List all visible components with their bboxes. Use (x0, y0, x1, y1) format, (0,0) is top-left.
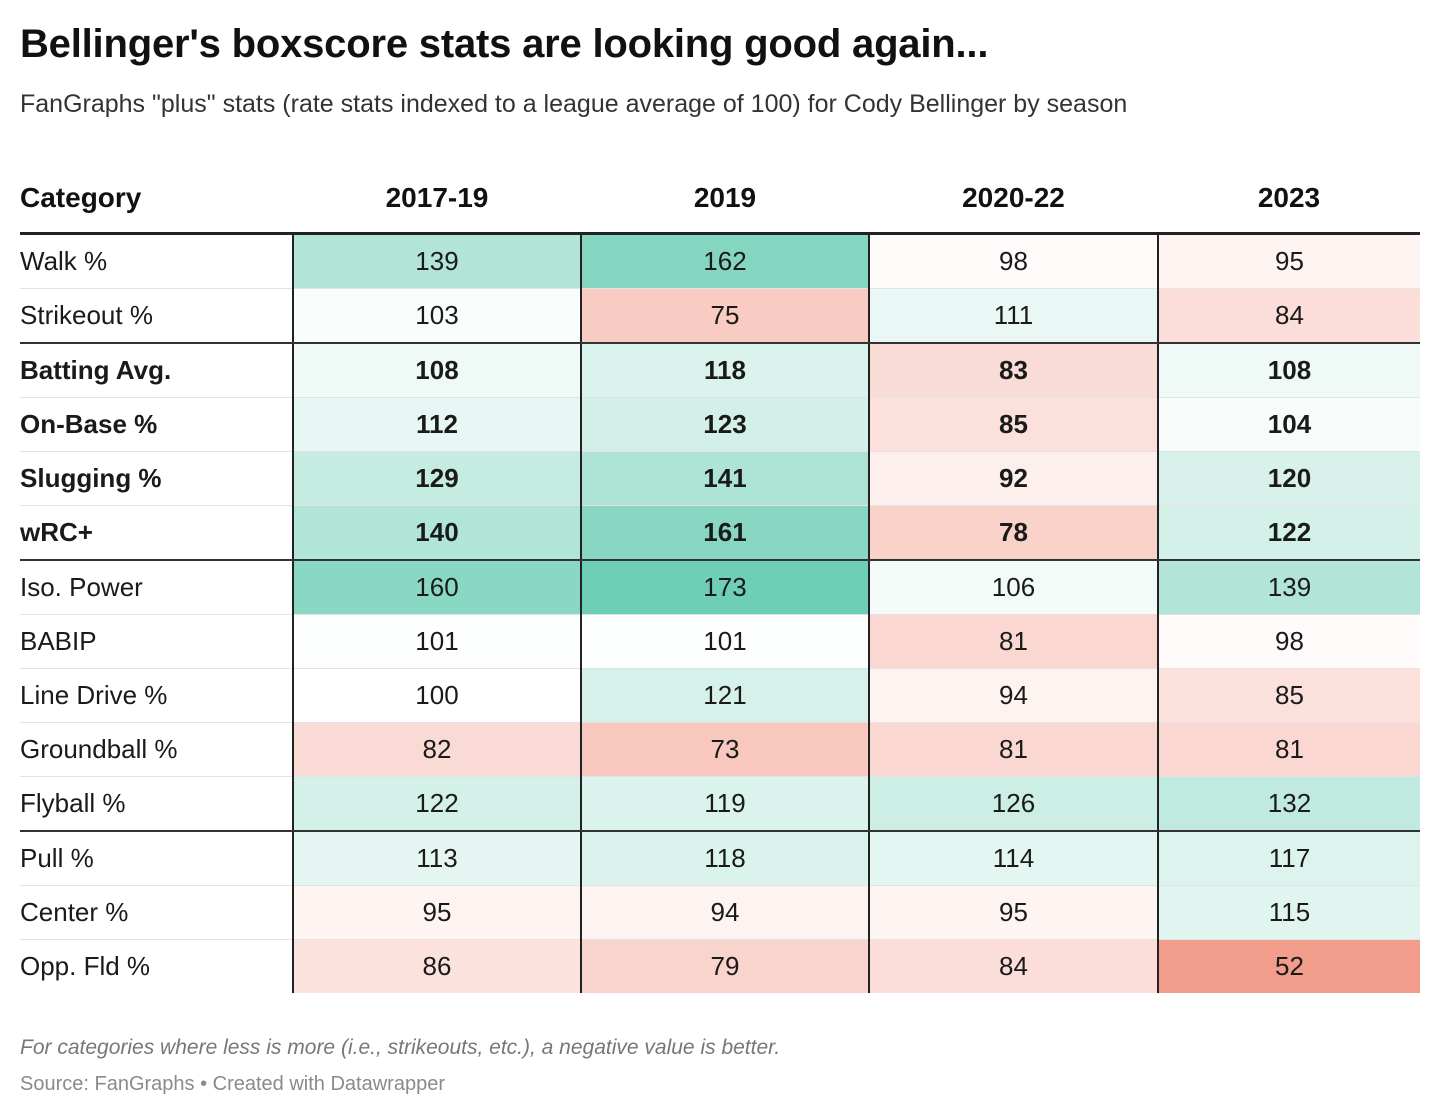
source-line: Source: FanGraphs • Created with Datawra… (20, 1073, 445, 1095)
row-label: wRC+ (20, 505, 293, 561)
value-cell: 98 (1157, 614, 1420, 669)
value-cell: 112 (292, 397, 581, 452)
table-body: Walk % 139 162 98 95 Strikeout % 103 75 111 84 Bat… (20, 233, 1420, 993)
table-row: Strikeout % 103 75 111 84 (20, 288, 1420, 344)
table-row: wRC+ 140 161 78 122 (20, 505, 1420, 561)
value-cell: 141 (580, 451, 869, 506)
value-cell: 85 (868, 397, 1158, 452)
table-row: Opp. Fld % 86 79 84 52 (20, 939, 1420, 993)
table-row: On-Base % 112 123 85 104 (20, 397, 1420, 452)
chart-title: Bellinger's boxscore stats are looking g… (20, 22, 989, 66)
value-cell: 81 (868, 614, 1158, 669)
value-cell: 73 (580, 722, 869, 777)
table-row: Center % 95 94 95 115 (20, 885, 1420, 940)
value-cell: 104 (1157, 397, 1420, 452)
value-cell: 123 (580, 397, 869, 452)
value-cell: 86 (292, 939, 581, 993)
table-row: Groundball % 82 73 81 81 (20, 722, 1420, 777)
value-cell: 83 (868, 343, 1158, 398)
value-cell: 118 (580, 343, 869, 398)
value-cell: 94 (580, 885, 869, 940)
value-cell: 111 (868, 288, 1158, 344)
table-row: BABIP 101 101 81 98 (20, 614, 1420, 669)
value-cell: 139 (292, 233, 581, 289)
value-cell: 82 (292, 722, 581, 777)
table-row: Flyball % 122 119 126 132 (20, 776, 1420, 832)
row-label: Pull % (20, 831, 293, 886)
value-cell: 98 (868, 233, 1158, 289)
value-cell: 121 (580, 668, 869, 723)
value-cell: 122 (1157, 505, 1420, 561)
value-cell: 129 (292, 451, 581, 506)
column-header-2017-19: 2017-19 (293, 164, 581, 235)
row-label: Groundball % (20, 722, 293, 777)
value-cell: 108 (292, 343, 581, 398)
value-cell: 173 (580, 560, 869, 615)
stats-table: Category 2017-19 2019 2020-22 2023 Walk … (20, 164, 1420, 993)
value-cell: 100 (292, 668, 581, 723)
value-cell: 120 (1157, 451, 1420, 506)
value-cell: 95 (292, 885, 581, 940)
value-cell: 94 (868, 668, 1158, 723)
value-cell: 78 (868, 505, 1158, 561)
value-cell: 126 (868, 776, 1158, 832)
value-cell: 115 (1157, 885, 1420, 940)
table-row: Pull % 113 118 114 117 (20, 831, 1420, 886)
value-cell: 79 (580, 939, 869, 993)
value-cell: 160 (292, 560, 581, 615)
table-row: Line Drive % 100 121 94 85 (20, 668, 1420, 723)
value-cell: 103 (292, 288, 581, 344)
table-row: Batting Avg. 108 118 83 108 (20, 343, 1420, 398)
table-row: Walk % 139 162 98 95 (20, 233, 1420, 289)
value-cell: 113 (292, 831, 581, 886)
header-row: Category 2017-19 2019 2020-22 2023 (20, 164, 1420, 235)
row-label: Flyball % (20, 776, 293, 832)
value-cell: 139 (1157, 560, 1420, 615)
value-cell: 118 (580, 831, 869, 886)
value-cell: 95 (1157, 233, 1420, 289)
row-label: Strikeout % (20, 288, 293, 344)
row-label: On-Base % (20, 397, 293, 452)
value-cell: 101 (292, 614, 581, 669)
value-cell: 81 (1157, 722, 1420, 777)
value-cell: 84 (1157, 288, 1420, 344)
table-header: Category 2017-19 2019 2020-22 2023 (20, 164, 1420, 235)
row-label: Batting Avg. (20, 343, 293, 398)
value-cell: 81 (868, 722, 1158, 777)
column-header-2019: 2019 (581, 164, 869, 235)
row-label: Opp. Fld % (20, 939, 293, 993)
value-cell: 75 (580, 288, 869, 344)
column-header-category: Category (20, 164, 293, 235)
column-header-2023: 2023 (1158, 164, 1420, 235)
row-label: Center % (20, 885, 293, 940)
value-cell: 92 (868, 451, 1158, 506)
value-cell: 162 (580, 233, 869, 289)
value-cell: 140 (292, 505, 581, 561)
value-cell: 119 (580, 776, 869, 832)
value-cell: 132 (1157, 776, 1420, 832)
value-cell: 95 (868, 885, 1158, 940)
row-label: Iso. Power (20, 560, 293, 615)
value-cell: 122 (292, 776, 581, 832)
value-cell: 161 (580, 505, 869, 561)
row-label: Slugging % (20, 451, 293, 506)
value-cell: 117 (1157, 831, 1420, 886)
row-label: Walk % (20, 233, 293, 289)
footnote: For categories where less is more (i.e.,… (20, 1036, 781, 1059)
column-header-2020-22: 2020-22 (869, 164, 1158, 235)
table-row: Slugging % 129 141 92 120 (20, 451, 1420, 506)
row-label: Line Drive % (20, 668, 293, 723)
value-cell: 84 (868, 939, 1158, 993)
chart-subtitle: FanGraphs "plus" stats (rate stats index… (20, 90, 1128, 118)
value-cell: 108 (1157, 343, 1420, 398)
value-cell: 101 (580, 614, 869, 669)
value-cell: 85 (1157, 668, 1420, 723)
value-cell: 106 (868, 560, 1158, 615)
value-cell: 52 (1157, 939, 1420, 993)
value-cell: 114 (868, 831, 1158, 886)
table-row: Iso. Power 160 173 106 139 (20, 560, 1420, 615)
row-label: BABIP (20, 614, 293, 669)
